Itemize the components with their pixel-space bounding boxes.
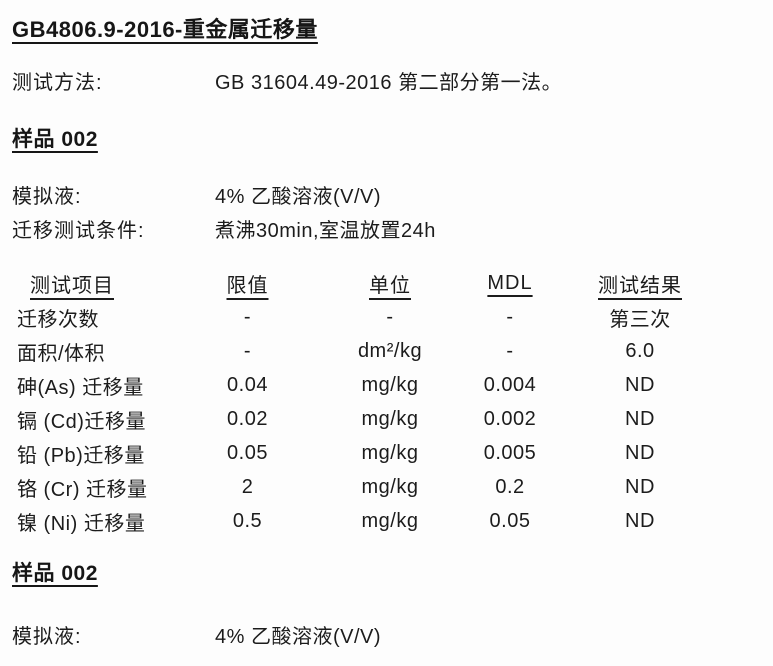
sample1-simulant-row: 模拟液: 4% 乙酸溶液(V/V): [12, 180, 773, 214]
table-cell: mg/kg: [361, 441, 419, 464]
sample2-simulant-row: 模拟液: 4% 乙酸溶液(V/V): [12, 620, 773, 654]
table-cell: -: [506, 339, 514, 362]
table-cell: ND: [625, 373, 655, 396]
sample2-heading: 样品 002: [12, 562, 98, 585]
table-cell: 面积/体积: [17, 342, 106, 365]
table-header-row: 测试项目 限值 单位 MDL 测试结果: [12, 266, 773, 300]
results-table: 测试项目 限值 单位 MDL 测试结果 迁移次数 - - - 第三次 面积/体积…: [12, 266, 773, 538]
table-header-test-item: 测试项目: [30, 274, 114, 297]
test-method-row: 测试方法: GB 31604.49-2016 第二部分第一法。: [12, 68, 773, 98]
table-header-limit: 限值: [226, 274, 269, 297]
table-cell: 6.0: [625, 339, 655, 362]
condition-label: 迁移测试条件:: [12, 220, 145, 242]
table-cell: -: [506, 305, 514, 328]
table-cell: mg/kg: [361, 407, 419, 430]
table-cell: ND: [625, 407, 655, 430]
table-cell: 0.02: [227, 407, 268, 430]
table-row: 镉 (Cd)迁移量 0.02 mg/kg 0.002 ND: [12, 402, 773, 436]
table-cell: 0.005: [483, 441, 537, 464]
table-cell: ND: [625, 441, 655, 464]
simulant-value: 4% 乙酸溶液(V/V): [215, 186, 382, 208]
table-header-result: 测试结果: [598, 274, 682, 297]
table-cell: 0.2: [495, 475, 525, 498]
table-cell: 0.05: [489, 509, 531, 532]
table-cell: mg/kg: [361, 509, 419, 532]
table-cell: 迁移次数: [17, 308, 99, 331]
test-method-value: GB 31604.49-2016 第二部分第一法。: [215, 72, 563, 94]
table-cell: 第三次: [609, 308, 671, 331]
table-cell: -: [243, 305, 252, 328]
table-cell: 砷(As) 迁移量: [17, 376, 144, 399]
simulant-label: 模拟液:: [12, 186, 82, 208]
table-row: 铅 (Pb)迁移量 0.05 mg/kg 0.005 ND: [12, 436, 773, 470]
sample1-condition-row: 迁移测试条件: 煮沸30min,室温放置24h: [12, 214, 773, 248]
table-row: 铬 (Cr) 迁移量 2 mg/kg 0.2 ND: [12, 470, 773, 504]
table-cell: 0.004: [483, 373, 537, 396]
simulant-label: 模拟液:: [12, 626, 82, 648]
table-cell: 0.05: [227, 441, 268, 464]
table-cell: 0.002: [483, 407, 537, 430]
table-cell: 镍 (Ni) 迁移量: [17, 512, 146, 535]
condition-value: 煮沸30min,室温放置24h: [215, 220, 436, 242]
table-row: 面积/体积 - dm²/kg - 6.0: [12, 334, 773, 368]
test-method-label: 测试方法:: [12, 72, 103, 94]
table-cell: -: [243, 339, 252, 362]
table-cell: ND: [625, 475, 655, 498]
table-cell: 镉 (Cd)迁移量: [17, 410, 146, 433]
table-header-mdl: MDL: [487, 271, 533, 294]
sample1-heading: 样品 002: [12, 128, 98, 151]
simulant-value: 4% 乙酸溶液(V/V): [215, 626, 382, 648]
table-cell: 铬 (Cr) 迁移量: [17, 478, 148, 501]
table-cell: dm²/kg: [357, 339, 423, 362]
table-cell: 0.04: [227, 373, 268, 396]
table-cell: mg/kg: [361, 475, 419, 498]
table-row: 迁移次数 - - - 第三次: [12, 300, 773, 334]
table-row: 砷(As) 迁移量 0.04 mg/kg 0.004 ND: [12, 368, 773, 402]
table-cell: 铅 (Pb)迁移量: [17, 444, 145, 467]
table-row: 镍 (Ni) 迁移量 0.5 mg/kg 0.05 ND: [12, 504, 773, 538]
table-cell: 0.5: [232, 509, 263, 532]
table-cell: 2: [241, 475, 254, 498]
document-title: GB4806.9-2016-重金属迁移量: [12, 17, 318, 42]
table-cell: -: [386, 305, 394, 328]
table-cell: ND: [625, 509, 655, 532]
table-cell: mg/kg: [361, 373, 419, 396]
table-header-unit: 单位: [369, 274, 411, 297]
